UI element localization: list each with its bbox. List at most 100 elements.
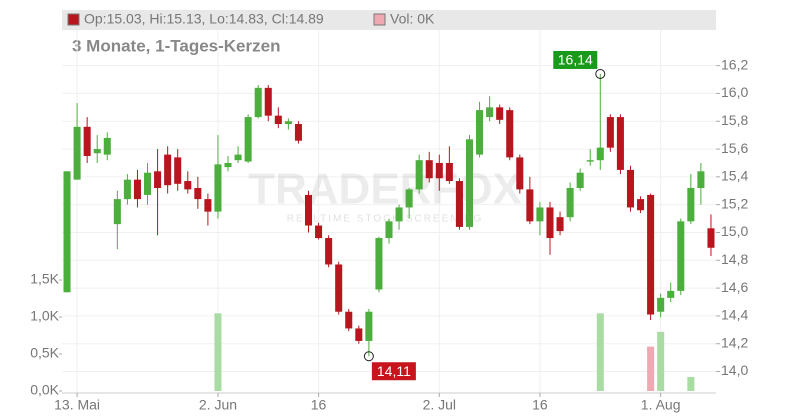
candle-body	[576, 172, 584, 188]
candle-body	[164, 154, 172, 186]
annotation-marker	[595, 68, 606, 79]
annotation-marker	[363, 351, 374, 362]
y-tick-label: 15,2	[721, 195, 748, 211]
volume-bar	[214, 313, 222, 391]
candle-body	[284, 121, 292, 125]
candle-body	[224, 162, 232, 168]
y-tick-label: 14,2	[721, 334, 748, 350]
candle-body	[566, 187, 574, 218]
candle-body	[345, 311, 353, 329]
candle-body	[113, 199, 121, 225]
annotation-box	[553, 50, 598, 69]
candle-body	[455, 181, 463, 227]
y-tick-label: 15,6	[721, 140, 748, 156]
volume-bar	[657, 331, 665, 391]
candle-body	[626, 169, 634, 208]
candle-body	[254, 87, 262, 118]
candle-body	[476, 110, 484, 155]
y2-tick-label: 1,5K	[30, 271, 59, 287]
candle-body	[264, 87, 272, 116]
candle-body	[154, 171, 162, 188]
candle-body	[184, 181, 192, 190]
candle-body	[707, 228, 715, 248]
watermark: TRADERFOX	[248, 165, 522, 214]
candle-body	[506, 110, 514, 158]
x-tick-label: 1. Aug	[641, 397, 681, 413]
candle-body	[174, 157, 182, 184]
volume-swatch	[373, 13, 386, 26]
subtitle: 3 Monate, 1-Tages-Kerzen	[72, 36, 280, 55]
candle-body	[526, 189, 534, 222]
candle-body	[536, 207, 544, 222]
header-bar	[62, 10, 716, 30]
candle-body	[63, 171, 71, 293]
candle-body	[496, 107, 504, 120]
candle-body	[435, 162, 443, 179]
candle-body	[204, 199, 212, 212]
candle-body	[375, 238, 383, 290]
candle-body	[596, 147, 604, 161]
x-tick-label: 2. Jun	[199, 397, 237, 413]
y-tick-label: 16,2	[721, 56, 748, 72]
candle-body	[355, 328, 363, 341]
candle-body	[677, 221, 685, 291]
candle-body	[606, 117, 614, 148]
candle-body	[556, 217, 564, 232]
candle-body	[73, 126, 81, 180]
candle-body	[304, 194, 313, 226]
candle-body	[637, 199, 645, 211]
annotation-label: 16,14	[558, 52, 593, 68]
volume-label: Vol: 0K	[390, 11, 435, 27]
candle-body	[425, 160, 433, 179]
y2-tick-label: 1,0K	[30, 308, 59, 324]
candle-body	[315, 225, 323, 239]
y2-tick-label: 0,5K	[30, 345, 59, 361]
candle-body	[516, 157, 524, 190]
candle-body	[465, 139, 474, 227]
candle-body	[365, 311, 373, 341]
candle-body	[123, 179, 131, 200]
y-tick-label: 15,8	[721, 112, 748, 128]
candle-body	[647, 194, 655, 315]
ohlc-swatch	[67, 13, 80, 26]
volume-bar	[647, 346, 655, 391]
ohlc-label: Op:15.03, Hi:15.13, Lo:14.83, Cl:14.89	[84, 11, 324, 27]
candle-body	[133, 179, 141, 200]
x-tick-label: 16	[311, 397, 327, 413]
candle-body	[103, 137, 111, 155]
candle-body	[616, 117, 624, 170]
volume-bar	[596, 313, 604, 391]
x-tick-label: 13. Mai	[54, 397, 100, 413]
y-tick-label: 16,0	[721, 84, 748, 100]
candle-body	[486, 107, 494, 118]
candle-body	[294, 124, 302, 141]
candle-body	[335, 264, 343, 312]
candle-body	[244, 117, 252, 162]
candle-body	[405, 189, 413, 208]
candle-body	[325, 238, 333, 265]
candle-body	[83, 126, 91, 157]
candle-body	[214, 164, 222, 212]
candle-body	[415, 160, 423, 190]
candle-body	[657, 297, 665, 312]
y2-tick-label: 0,0K	[30, 382, 59, 398]
candle-body	[667, 290, 675, 298]
candle-body	[445, 162, 453, 182]
y-tick-label: 14,8	[721, 251, 748, 267]
candle-body	[395, 207, 403, 222]
watermark-sub: REALTIME STOCK SCREENING	[287, 214, 484, 225]
candle-body	[697, 171, 705, 188]
candle-body	[385, 221, 393, 239]
candle-body	[687, 187, 695, 222]
candle-body	[144, 172, 152, 195]
y-tick-label: 15,4	[721, 168, 748, 184]
volume-bar	[687, 376, 695, 391]
y-tick-label: 14,4	[721, 307, 748, 323]
candle-body	[93, 149, 101, 154]
candle-body	[586, 160, 594, 162]
y-tick-label: 14,6	[721, 279, 748, 295]
candle-body	[234, 154, 242, 161]
y-tick-label: 15,0	[721, 223, 748, 239]
candle-body	[546, 207, 554, 239]
